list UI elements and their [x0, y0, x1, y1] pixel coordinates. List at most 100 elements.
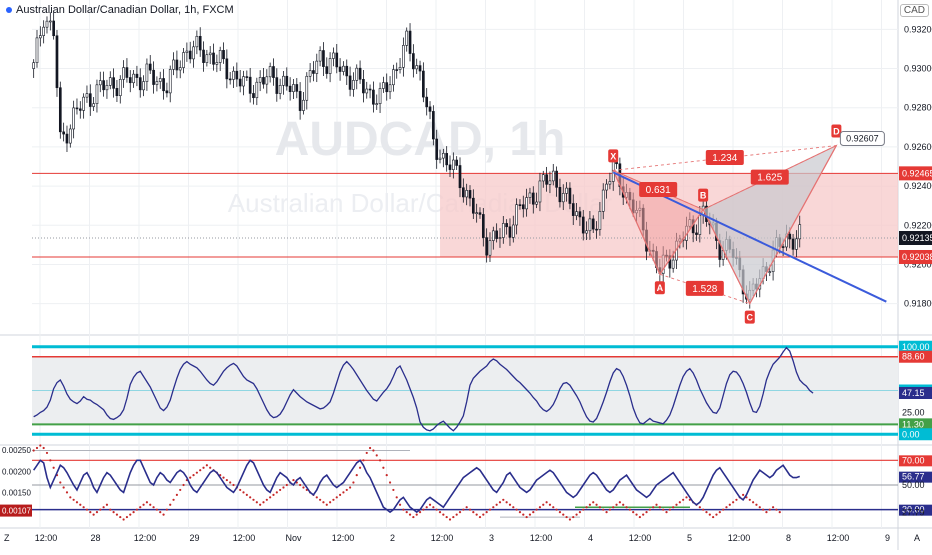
- osc2-dot: [708, 513, 711, 516]
- candle-up: [535, 201, 538, 205]
- osc2-dot: [65, 491, 69, 494]
- candle-down: [65, 133, 69, 144]
- candle-up: [528, 192, 532, 198]
- osc2-dot: [402, 508, 405, 511]
- osc2-dot: [335, 496, 338, 499]
- osc2-dot: [315, 496, 318, 499]
- currency-badge[interactable]: CAD: [899, 4, 929, 17]
- ratio-line-XD: [613, 145, 837, 171]
- osc2-dot: [655, 503, 658, 506]
- candle-down: [468, 190, 472, 199]
- osc2-dot: [635, 513, 638, 516]
- osc2-dot: [572, 515, 575, 519]
- candle-down: [791, 238, 795, 250]
- candle-down: [102, 80, 105, 91]
- osc2-dot: [698, 506, 701, 509]
- candle-up: [551, 170, 555, 182]
- osc2-dot: [115, 513, 119, 516]
- candle-down: [788, 233, 792, 240]
- candle-down: [362, 79, 365, 94]
- candle-up: [382, 82, 385, 89]
- osc2-dot: [468, 508, 472, 511]
- osc2-dot: [342, 491, 345, 494]
- osc2-dot: [735, 498, 738, 501]
- osc2-dot: [155, 508, 159, 511]
- time-axis-label: 9: [885, 533, 890, 543]
- osc2-dot: [498, 501, 502, 504]
- osc2-dot: [135, 508, 139, 511]
- candle-down: [75, 107, 79, 110]
- candle-down: [358, 67, 362, 80]
- time-axis-label: 12:00: [629, 533, 652, 543]
- ratio-badge-BD: [750, 169, 789, 185]
- osc2-dot: [422, 508, 425, 511]
- time-axis-label: 5: [687, 533, 692, 543]
- candle-down: [275, 77, 279, 94]
- osc2-dot: [678, 501, 681, 504]
- osc2-dot: [775, 508, 778, 511]
- candle-up: [698, 214, 702, 235]
- osc2-dot: [452, 515, 455, 519]
- candle-down: [545, 174, 548, 185]
- osc2-dot: [205, 464, 208, 467]
- osc2-dot: [482, 513, 485, 516]
- osc2-dot: [508, 503, 512, 506]
- osc2-dot: [372, 449, 375, 452]
- osc2-axis-label: 30.00: [902, 505, 925, 515]
- time-axis-label: 12:00: [134, 533, 157, 543]
- scale-corner-left: Z: [4, 533, 10, 543]
- osc2-dot: [478, 515, 482, 519]
- candle-up: [365, 88, 369, 94]
- osc2-axis-badge: [899, 504, 932, 516]
- candle-down: [225, 58, 229, 80]
- candle-up: [265, 76, 269, 85]
- osc2-dot: [199, 469, 202, 472]
- candle-up: [42, 26, 45, 36]
- candle-down: [252, 93, 255, 99]
- osc2-dot: [129, 513, 132, 516]
- price-label-text: 0.92038: [902, 252, 932, 262]
- osc2-dot: [392, 488, 395, 492]
- osc2-dot: [195, 471, 198, 474]
- osc2-dot: [545, 501, 548, 504]
- time-axis-label: 2: [390, 533, 395, 543]
- osc2-dot: [585, 506, 588, 509]
- candle-down: [212, 52, 215, 65]
- candle-down: [125, 67, 129, 78]
- osc2-dot: [95, 511, 99, 514]
- osc2-dot: [648, 508, 651, 511]
- osc2-dot: [662, 508, 665, 511]
- osc2-dot: [405, 511, 408, 514]
- point-badge-B: [698, 188, 709, 202]
- osc2-dot: [59, 481, 62, 484]
- time-axis-label: 12:00: [728, 533, 751, 543]
- time-axis-label: 12:00: [332, 533, 355, 543]
- osc2-dot: [259, 503, 262, 506]
- osc2-dot: [109, 508, 112, 511]
- osc2-dot: [132, 511, 135, 514]
- candle-up: [268, 66, 272, 78]
- candle-down: [521, 204, 525, 210]
- candle-up: [671, 259, 675, 269]
- candle-down: [571, 203, 575, 216]
- osc2-dot: [588, 503, 592, 506]
- osc2-dot: [45, 451, 49, 455]
- candle-up: [601, 189, 605, 212]
- osc2-dot: [445, 515, 448, 519]
- candle-up: [205, 54, 209, 63]
- candle-up: [525, 197, 528, 210]
- osc2-dot: [712, 515, 715, 519]
- osc2-dot: [179, 488, 182, 492]
- symbol-title-text: Australian Dollar/Canadian Dollar, 1h, F…: [16, 4, 234, 16]
- candle-down: [58, 87, 62, 133]
- time-axis-label: 29: [189, 533, 199, 543]
- ratio-badge-XB: [639, 182, 678, 198]
- osc2-dot: [169, 503, 172, 506]
- candle-down: [518, 204, 522, 206]
- candle-down: [531, 192, 535, 205]
- osc1-axis-label: 47.15: [902, 388, 925, 398]
- candle-down: [55, 35, 59, 89]
- candle-down: [348, 75, 352, 90]
